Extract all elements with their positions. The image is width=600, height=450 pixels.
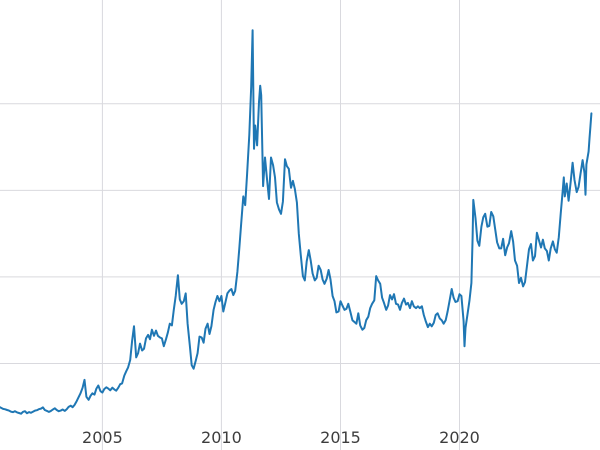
x-tick-label: 2010 xyxy=(201,428,242,447)
x-tick-label: 2005 xyxy=(82,428,123,447)
x-tick-label: 2020 xyxy=(439,428,480,447)
x-tick-label: 2015 xyxy=(320,428,361,447)
price-line-series xyxy=(0,29,593,415)
